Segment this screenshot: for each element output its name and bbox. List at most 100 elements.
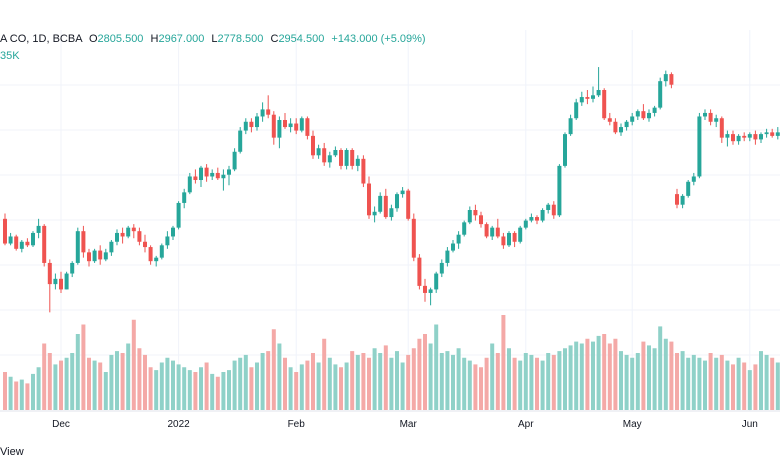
volume-bar — [193, 372, 198, 410]
candle-body — [596, 90, 601, 96]
candle-body — [243, 121, 248, 131]
volume-bar — [557, 351, 562, 410]
candle-body — [529, 217, 534, 221]
volume-bar — [31, 373, 35, 410]
volume-bar — [619, 351, 623, 410]
candle-body — [551, 204, 556, 216]
volume-bar — [232, 360, 237, 410]
volume-bar — [137, 348, 142, 410]
volume-bar — [551, 354, 556, 410]
volume-bar — [64, 357, 69, 410]
volume-bar — [199, 367, 203, 410]
candle-body — [87, 252, 91, 262]
volume-bar — [736, 357, 741, 410]
change-value: +143.000 (+5.09%) — [331, 33, 426, 45]
candle-body — [703, 112, 707, 117]
volume-bar — [187, 370, 192, 410]
volume-bar — [473, 364, 478, 410]
candle-body — [697, 116, 702, 177]
candle-body — [423, 285, 427, 293]
x-tick-label: 2022 — [167, 419, 190, 430]
volume-bar — [764, 354, 769, 410]
volume-bar — [602, 334, 607, 410]
volume-bar — [305, 360, 310, 410]
candle-body — [462, 222, 467, 235]
x-tick-label: Dec — [52, 419, 70, 430]
candle-body — [75, 231, 80, 263]
volume-bar — [260, 353, 265, 410]
volume-bar — [507, 348, 511, 410]
volume-bar — [355, 354, 360, 410]
volume-bar — [36, 367, 41, 410]
candle-body — [540, 210, 545, 221]
volume-bar — [316, 362, 321, 410]
volume-bar — [428, 343, 433, 410]
volume-bar — [719, 354, 724, 410]
candle-body — [143, 241, 147, 248]
candle-body — [428, 289, 433, 293]
footer-view-link[interactable]: View — [0, 446, 24, 458]
candle-body — [311, 135, 315, 156]
volume-bar — [641, 341, 646, 410]
candle-body — [277, 120, 282, 138]
volume-bar — [501, 315, 506, 410]
volume-bar — [411, 348, 416, 410]
candle-body — [624, 121, 629, 128]
volume-bar — [434, 324, 439, 410]
candle-body — [389, 208, 394, 218]
volume-bar — [467, 360, 472, 410]
candle-body — [406, 190, 411, 219]
candle-body — [490, 227, 495, 237]
candle-body — [232, 151, 237, 170]
candle-body — [607, 118, 612, 122]
volume-bar — [311, 353, 315, 410]
volume-bar — [512, 357, 517, 410]
price-candles — [3, 67, 780, 313]
volume-bar — [53, 364, 58, 410]
candle-body — [585, 97, 590, 99]
volume-bar — [613, 338, 618, 410]
volume-bar — [383, 345, 388, 410]
volume-bar — [400, 362, 405, 410]
volume-bar — [171, 360, 175, 410]
candle-body — [199, 167, 203, 180]
volume-bar — [148, 367, 153, 410]
candle-body — [501, 236, 506, 246]
candle-body — [747, 134, 752, 138]
volume-bar — [770, 357, 775, 410]
candle-body — [434, 273, 439, 290]
candle-body — [557, 165, 562, 216]
volume-bar — [8, 376, 13, 410]
volume-bar — [25, 383, 30, 410]
candle-body — [98, 250, 103, 260]
volume-bar — [350, 351, 355, 410]
candle-body — [518, 227, 523, 242]
candle-body — [36, 225, 41, 233]
candle-body — [658, 81, 663, 108]
volume-bar — [563, 348, 567, 410]
candle-body — [271, 114, 276, 138]
candle-body — [187, 176, 192, 193]
candle-body — [675, 194, 679, 205]
candle-body — [92, 250, 97, 262]
candle-body — [378, 195, 383, 212]
volume-bar — [546, 353, 551, 410]
candle-body — [759, 134, 763, 140]
candle-body — [451, 243, 455, 251]
candle-body — [383, 195, 388, 218]
close-value: 2954.500 — [278, 33, 325, 45]
candle-body — [19, 241, 24, 249]
candle-body — [523, 220, 528, 228]
candle-body — [288, 123, 293, 128]
volume-bar — [445, 351, 450, 410]
candle-body — [283, 120, 287, 128]
volume-bar — [182, 367, 187, 410]
candle-body — [70, 262, 75, 274]
volume-bar — [675, 353, 679, 410]
volume-bar — [98, 362, 103, 410]
candle-body — [686, 181, 691, 196]
volume-bar — [753, 364, 758, 410]
candle-body — [439, 262, 444, 274]
candle-body — [535, 217, 539, 221]
